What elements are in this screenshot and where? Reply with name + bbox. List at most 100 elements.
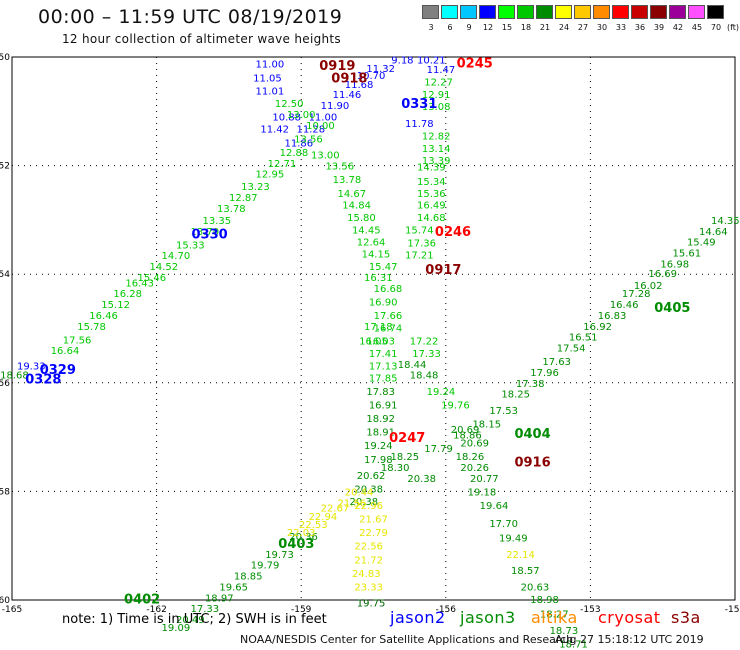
scale-swatch	[707, 5, 724, 19]
wave-height-point: 13.39	[422, 156, 451, 167]
wave-height-point: 12.87	[229, 193, 258, 204]
wave-height-point: 16.90	[369, 297, 398, 308]
wave-height-point: 20.26	[460, 463, 489, 474]
wave-height-point: 22.03	[287, 528, 316, 539]
x-tick-label: -162	[146, 605, 166, 615]
scale-label: 3	[428, 23, 434, 32]
wave-height-point: 17.33	[190, 604, 219, 615]
wave-height-point: 17.98	[364, 455, 393, 466]
scale-swatch	[422, 5, 439, 19]
wave-height-point: 17.83	[366, 387, 395, 398]
wave-height-point: 14.35	[711, 216, 740, 227]
wave-height-point: 20.36	[289, 532, 318, 543]
wave-height-point: 14.68	[417, 213, 446, 224]
wave-height-point: 22.79	[359, 528, 388, 539]
scale-swatch	[479, 5, 496, 19]
pass-time-label: 0247	[389, 431, 425, 446]
scale-swatch	[612, 5, 629, 19]
scale-swatch	[536, 5, 553, 19]
x-tick-label: -165	[2, 605, 22, 615]
wave-height-point: 17.85	[369, 373, 398, 384]
scale-swatch	[688, 5, 705, 19]
wave-height-point: 12.71	[268, 159, 297, 170]
wave-height-point: 11.78	[405, 119, 434, 130]
wave-height-point: 18.71	[559, 639, 588, 650]
wave-height-point: 14.67	[337, 189, 366, 200]
wave-height-point: 10.70	[357, 71, 386, 82]
page-subtitle: 12 hour collection of altimeter wave hei…	[62, 32, 341, 46]
legend-jason3: jason3	[460, 608, 516, 627]
wave-height-point: 19.24	[427, 387, 456, 398]
wave-height-point: 11.47	[427, 65, 456, 76]
wave-height-point: 12.88	[280, 148, 309, 159]
scale-swatch	[631, 5, 648, 19]
page-title: 00:00 – 11:59 UTC 08/19/2019	[38, 6, 343, 28]
scale-label: 30	[596, 23, 608, 32]
wave-height-point: 18.92	[366, 414, 395, 425]
wave-height-point: 18.98	[530, 595, 559, 606]
scale-swatch	[460, 5, 477, 19]
wave-height-point: 17.21	[405, 251, 434, 262]
wave-height-point: 14.45	[352, 226, 381, 237]
wave-height-point: 11.01	[256, 87, 285, 98]
wave-height-point: 14.70	[162, 251, 191, 262]
wave-height-point: 19.79	[251, 561, 280, 572]
wave-height-point: 17.33	[412, 349, 441, 360]
wave-height-point: 16.68	[374, 284, 403, 295]
wave-height-point: 15.78	[77, 322, 106, 333]
y-tick-label: -52	[0, 162, 10, 172]
wave-height-point: 16.92	[583, 322, 612, 333]
wave-height-point: 14.64	[699, 227, 728, 238]
y-tick-label: -60	[0, 596, 10, 606]
scale-swatch	[574, 5, 591, 19]
wave-height-point: 17.54	[557, 344, 586, 355]
wave-height-point: 18.15	[472, 420, 501, 431]
wave-height-point: 20.69	[451, 425, 480, 436]
wave-height-point: 11.68	[345, 80, 374, 91]
scale-label: 15	[501, 23, 513, 32]
wave-height-point: 22.67	[321, 504, 350, 515]
scale-label: 45	[691, 23, 703, 32]
wave-height-point: 20.38	[407, 474, 436, 485]
wave-height-point: 17.96	[530, 368, 559, 379]
wave-height-point: 17.28	[622, 289, 651, 300]
wave-height-point: 12.95	[256, 170, 285, 181]
wave-height-point: 22.56	[354, 542, 383, 553]
wave-height-point: 16.98	[660, 259, 689, 270]
wave-height-point: 10.21	[417, 56, 446, 67]
wave-height-point: 24.83	[352, 569, 381, 580]
wave-height-point: 11.28	[297, 125, 326, 136]
scale-swatch	[441, 5, 458, 19]
pass-time-label: 0919	[319, 59, 355, 74]
x-tick-label: -156	[436, 605, 457, 615]
pass-time-label: 0329	[40, 363, 76, 378]
plot-frame	[11, 56, 736, 601]
wave-height-point: 11.05	[253, 74, 282, 85]
wave-height-point: 23.33	[354, 582, 383, 593]
scale-swatch	[498, 5, 515, 19]
scale-swatch	[650, 5, 667, 19]
wave-height-point: 15.36	[417, 189, 446, 200]
wave-height-point: 21.56	[337, 498, 366, 509]
wave-height-point: 13.78	[333, 175, 362, 186]
wave-height-point: 18.30	[381, 463, 410, 474]
wave-height-point: 17.66	[374, 311, 403, 322]
wave-height-point: 19.73	[265, 550, 294, 561]
wave-height-point: 22.96	[354, 501, 383, 512]
wave-height-point: 16.03	[366, 336, 395, 347]
wave-height-point: 20.38	[354, 485, 383, 496]
wave-height-point: 11.00	[309, 113, 338, 124]
scale-swatch	[555, 5, 572, 19]
pass-time-label: 0916	[514, 456, 550, 471]
legend-jason2: jason2	[390, 608, 446, 627]
wave-height-point: 13.08	[422, 102, 451, 113]
scale-label: 42	[672, 23, 684, 32]
wave-height-point: 9.18	[391, 56, 413, 67]
wave-height-point: 15.46	[137, 273, 166, 284]
wave-height-point: 19.65	[219, 582, 248, 593]
wave-height-point: 22.94	[309, 512, 338, 523]
pass-time-label: 0402	[124, 592, 160, 607]
scale-label: 33	[615, 23, 627, 32]
wave-height-point: 13.56	[294, 134, 323, 145]
